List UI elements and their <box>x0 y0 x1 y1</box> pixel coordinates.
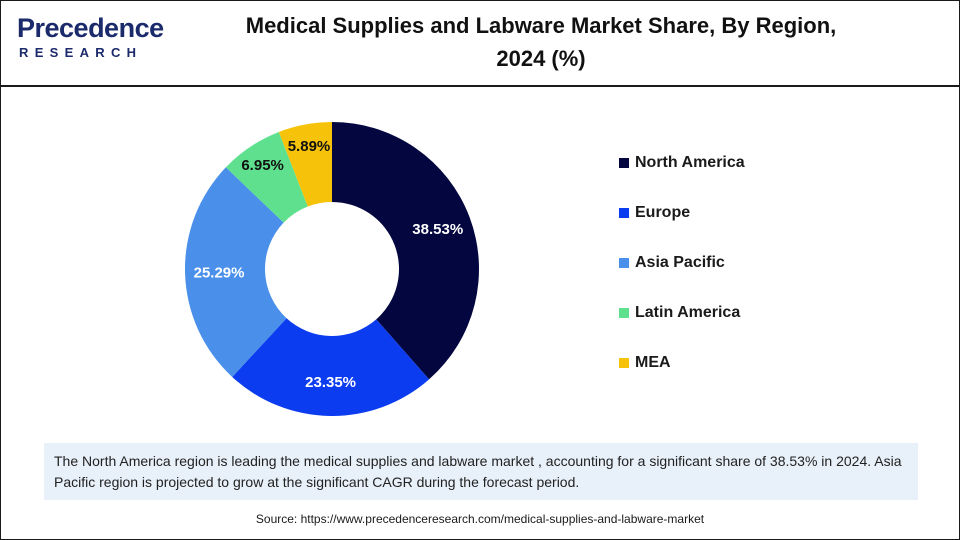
brand-logo: Precedence RESEARCH <box>17 13 167 69</box>
legend-swatch <box>619 308 629 318</box>
header: Precedence RESEARCH Medical Supplies and… <box>1 1 959 87</box>
legend-swatch <box>619 358 629 368</box>
logo-subtitle: RESEARCH <box>19 45 143 60</box>
legend-label: Asia Pacific <box>635 254 725 271</box>
legend-label: North America <box>635 154 745 171</box>
slice-label-latin-america: 6.95% <box>241 157 284 174</box>
chart-title-line-2: 2024 (%) <box>496 46 586 71</box>
donut-slice-asia-pacific <box>185 167 287 377</box>
source-citation: Source: https://www.precedenceresearch.c… <box>255 512 705 526</box>
chart-title: Medical Supplies and Labware Market Shar… <box>191 9 891 75</box>
legend-item-europe: Europe <box>619 201 690 225</box>
slice-label-asia-pacific: 25.29% <box>194 264 245 281</box>
slice-label-north-america: 38.53% <box>412 221 463 238</box>
donut-slice-europe <box>232 318 430 416</box>
donut-slice-north-america <box>332 122 479 380</box>
legend-swatch <box>619 208 629 218</box>
summary-note: The North America region is leading the … <box>44 443 918 500</box>
donut-slice-latin-america <box>225 131 308 223</box>
slice-label-mea: 5.89% <box>288 138 331 155</box>
slice-label-europe: 23.35% <box>305 374 356 391</box>
legend-swatch <box>619 158 629 168</box>
donut-slice-mea <box>278 122 332 207</box>
legend-item-asia-pacific: Asia Pacific <box>619 251 725 275</box>
legend-label: Europe <box>635 204 691 221</box>
legend-item-north-america: North America <box>619 151 745 175</box>
legend-item-mea: MEA <box>619 351 671 375</box>
donut-chart: 38.53% 23.35% 25.29% 6.95%5.89% <box>185 122 479 416</box>
legend-item-latin-america: Latin America <box>619 301 740 325</box>
legend-label: Latin America <box>635 304 741 321</box>
logo-word: Precedence <box>17 13 164 43</box>
legend-swatch <box>619 258 629 268</box>
legend-label: MEA <box>635 354 671 371</box>
chart-title-line-1: Medical Supplies and Labware Market Shar… <box>245 13 837 38</box>
